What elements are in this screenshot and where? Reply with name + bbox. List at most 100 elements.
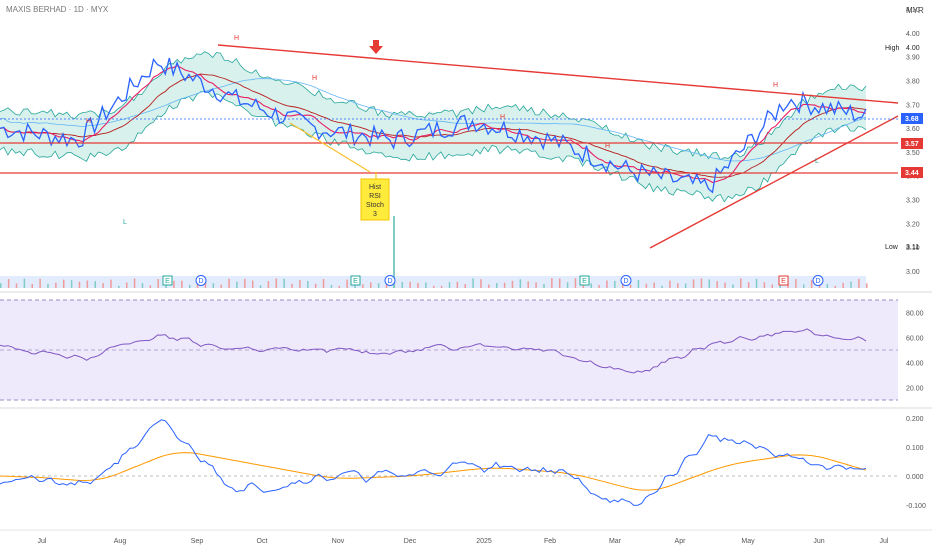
volume-bar [267, 280, 270, 288]
volume-bar [15, 283, 18, 288]
time-tick-label: Aug [114, 538, 127, 545]
dividend-label: D [623, 278, 628, 285]
earnings-label: E [165, 278, 170, 285]
volume-bar [692, 279, 695, 288]
volume-bar [86, 280, 89, 288]
price-line [0, 57, 867, 194]
dividend-label: D [387, 278, 392, 285]
dividend-marker [195, 275, 207, 286]
earnings-label: E [781, 278, 786, 285]
pivot-labels: H H H H H H L L [86, 35, 819, 226]
price-tick-label: 3.50 [906, 150, 920, 157]
volume-bar [826, 283, 829, 288]
volume-bar [495, 282, 498, 288]
volume-bar [803, 284, 805, 288]
dividend-marker [812, 275, 824, 286]
band-lower [0, 90, 867, 203]
volume-bar [480, 279, 482, 288]
volume-bar [763, 282, 766, 288]
volume-bar [244, 278, 246, 288]
volume-bar [118, 285, 120, 288]
volume-bar [55, 282, 57, 288]
last-price-flag [901, 113, 923, 124]
volume-bar [377, 283, 380, 288]
pivot-high: H [86, 118, 91, 125]
price-tick-label: 3.80 [906, 78, 920, 85]
volume-bar [598, 284, 600, 288]
volume-bar [558, 278, 561, 288]
time-axis[interactable]: Jul Aug Sep Oct Nov Dec 2025 Feb Mar Apr May Jun Jul [38, 538, 889, 545]
pivot-high: H [605, 143, 610, 150]
ma-fast-line [0, 65, 867, 183]
time-tick-label: Feb [544, 538, 556, 545]
event-markers[interactable]: E D E D E D E D [162, 275, 824, 286]
high-label: High [885, 45, 900, 52]
volume-bar [637, 280, 640, 288]
volume-bars [0, 216, 868, 288]
volume-bar [39, 278, 41, 288]
bollinger-band [0, 51, 867, 203]
volume-bar [299, 279, 301, 288]
dividend-marker [384, 275, 396, 286]
macd-tick-label: -0.100 [906, 503, 926, 510]
volume-bar [645, 283, 648, 288]
dividend-marker [620, 275, 632, 286]
down-arrow-icon [369, 40, 383, 54]
price-tick-label: 3.60 [906, 126, 920, 133]
support-trendline[interactable] [649, 115, 899, 249]
volume-bar [181, 280, 183, 288]
earnings-label: E [582, 278, 587, 285]
volume-bar [157, 279, 159, 288]
high-value: 4.00 [906, 45, 920, 52]
pivot-low: L [815, 158, 819, 165]
volume-bar [850, 281, 852, 288]
volume-bar [677, 283, 679, 288]
time-tick-label: Dec [404, 538, 417, 545]
volume-bar [779, 284, 781, 288]
volume-bar [566, 282, 569, 288]
band-upper [0, 51, 867, 161]
volume-bar [511, 280, 514, 288]
volume-bar [858, 278, 860, 288]
volume-bar [110, 279, 112, 288]
volume-bar [629, 284, 632, 288]
volume-bar [70, 280, 73, 288]
volume-bar [787, 283, 789, 288]
volume-bar [740, 278, 742, 288]
time-tick-label: Jul [880, 538, 889, 545]
volume-bar [527, 281, 529, 288]
price-tick-label: 3.20 [906, 221, 920, 228]
volume-bar [535, 282, 537, 288]
volume-bar [684, 283, 687, 288]
volume-bar [700, 278, 703, 288]
volume-bar [614, 280, 616, 288]
time-tick-label: Mar [609, 538, 622, 545]
resistance-trendline[interactable] [217, 44, 899, 104]
volume-bar [669, 280, 671, 288]
volume-bar [574, 278, 577, 288]
volume-bar [330, 285, 333, 288]
volume-bar [708, 279, 711, 288]
volume-bar [23, 278, 26, 288]
earnings-label: E [353, 278, 358, 285]
price-tick-label: 3.10 [906, 245, 920, 252]
macd-tick-label: 0.000 [906, 474, 924, 481]
divergence-line [289, 122, 371, 173]
level-flag [901, 138, 923, 149]
volume-bar [212, 283, 215, 288]
volume-bar [133, 278, 136, 288]
volume-bar [456, 281, 459, 288]
earnings-marker [350, 275, 361, 286]
chart-title: MAXIS BERHAD · 1D · MYX [6, 5, 109, 14]
macd-axis[interactable]: 0.200 0.100 0.000 -0.100 [906, 416, 926, 510]
band-fill [0, 51, 866, 202]
volume-bar [173, 280, 175, 288]
pivot-high: H [773, 82, 778, 89]
volume-bar [338, 285, 341, 288]
volume-bar [149, 285, 152, 288]
macd-tick-label: 0.100 [906, 445, 924, 452]
callout-hist: Hist [369, 184, 381, 191]
volume-bar [259, 285, 262, 288]
rsi-axis[interactable]: 80.00 60.00 40.00 20.00 [906, 311, 924, 393]
